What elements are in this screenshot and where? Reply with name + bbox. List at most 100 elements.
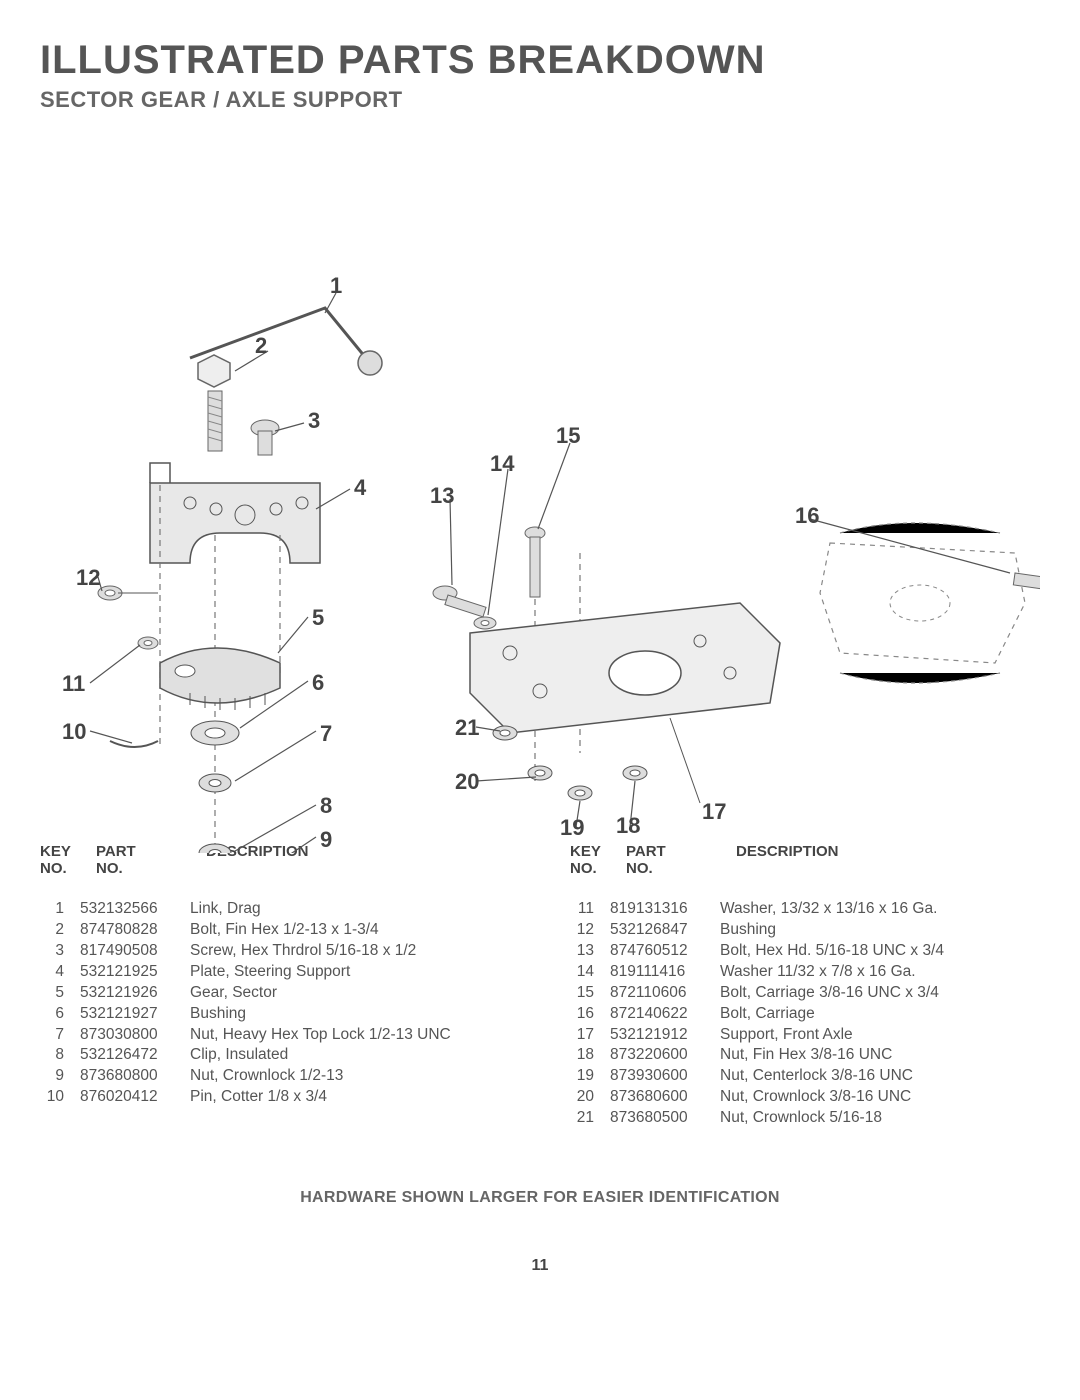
diagram-callout: 7 (320, 721, 332, 747)
parts-table-left: KEY NO. PART NO. DESCRIPTION 1532132566L… (40, 843, 510, 1129)
cell-key: 6 (40, 1004, 80, 1025)
cell-key: 10 (40, 1087, 80, 1108)
cell-key: 11 (570, 899, 610, 920)
cell-desc: Nut, Fin Hex 3/8-16 UNC (720, 1045, 1040, 1066)
diagram-callout: 4 (354, 475, 366, 501)
cell-part: 532132566 (80, 899, 190, 920)
cell-part: 873680500 (610, 1108, 720, 1129)
cell-part: 873680800 (80, 1066, 190, 1087)
cell-desc: Support, Front Axle (720, 1025, 1040, 1046)
table-row: 15872110606Bolt, Carriage 3/8-16 UNC x 3… (570, 983, 1040, 1004)
cell-key: 2 (40, 920, 80, 941)
cell-desc: Bolt, Carriage 3/8-16 UNC x 3/4 (720, 983, 1040, 1004)
cell-part: 876020412 (80, 1087, 190, 1108)
diagram-callout: 5 (312, 605, 324, 631)
diagram-callout: 12 (76, 565, 100, 591)
page-title: ILLUSTRATED PARTS BREAKDOWN (40, 38, 1040, 83)
cell-desc: Bolt, Carriage (720, 1004, 1040, 1025)
cell-desc: Nut, Crownlock 3/8-16 UNC (720, 1087, 1040, 1108)
cell-key: 15 (570, 983, 610, 1004)
cell-desc: Gear, Sector (190, 983, 510, 1004)
cell-key: 14 (570, 962, 610, 983)
cell-desc: Bolt, Fin Hex 1/2-13 x 1-3/4 (190, 920, 510, 941)
cell-part: 873220600 (610, 1045, 720, 1066)
diagram-callout: 2 (255, 333, 267, 359)
table-row: 8532126472Clip, Insulated (40, 1045, 510, 1066)
cell-desc: Washer 11/32 x 7/8 x 16 Ga. (720, 962, 1040, 983)
cell-part: 872110606 (610, 983, 720, 1004)
cell-desc: Clip, Insulated (190, 1045, 510, 1066)
cell-part: 817490508 (80, 941, 190, 962)
cell-part: 873030800 (80, 1025, 190, 1046)
diagram-callout: 20 (455, 769, 479, 795)
cell-part: 532121912 (610, 1025, 720, 1046)
cell-desc: Nut, Heavy Hex Top Lock 1/2-13 UNC (190, 1025, 510, 1046)
table-row: 16872140622Bolt, Carriage (570, 1004, 1040, 1025)
cell-desc: Link, Drag (190, 899, 510, 920)
table-row: 17532121912Support, Front Axle (570, 1025, 1040, 1046)
cell-part: 532121925 (80, 962, 190, 983)
diagram-callout: 1 (330, 273, 342, 299)
cell-key: 20 (570, 1087, 610, 1108)
diagram-svg (40, 133, 1040, 853)
cell-desc: Bolt, Hex Hd. 5/16-18 UNC x 3/4 (720, 941, 1040, 962)
cell-key: 1 (40, 899, 80, 920)
table-row: 2874780828Bolt, Fin Hex 1/2-13 x 1-3/4 (40, 920, 510, 941)
table-row: 5532121926Gear, Sector (40, 983, 510, 1004)
diagram-callout: 6 (312, 670, 324, 696)
cell-desc: Bushing (190, 1004, 510, 1025)
footer-note: HARDWARE SHOWN LARGER FOR EASIER IDENTIF… (40, 1189, 1040, 1207)
diagram-callout: 13 (430, 483, 454, 509)
cell-desc: Nut, Centerlock 3/8-16 UNC (720, 1066, 1040, 1087)
table-row: 7873030800Nut, Heavy Hex Top Lock 1/2-13… (40, 1025, 510, 1046)
diagram-callout: 19 (560, 815, 584, 841)
cell-part: 819111416 (610, 962, 720, 983)
table-row: 10876020412Pin, Cotter 1/8 x 3/4 (40, 1087, 510, 1108)
cell-desc: Washer, 13/32 x 13/16 x 16 Ga. (720, 899, 1040, 920)
cell-key: 5 (40, 983, 80, 1004)
cell-key: 13 (570, 941, 610, 962)
table-row: 19873930600Nut, Centerlock 3/8-16 UNC (570, 1066, 1040, 1087)
parts-table-right: KEY NO. PART NO. DESCRIPTION 11819131316… (570, 843, 1040, 1129)
page-subtitle: SECTOR GEAR / AXLE SUPPORT (40, 87, 1040, 113)
cell-key: 12 (570, 920, 610, 941)
diagram-callout: 21 (455, 715, 479, 741)
table-row: 6532121927Bushing (40, 1004, 510, 1025)
cell-key: 17 (570, 1025, 610, 1046)
diagram-callout: 17 (702, 799, 726, 825)
diagram-callout: 11 (62, 671, 85, 697)
cell-desc: Bushing (720, 920, 1040, 941)
table-row: 9873680800Nut, Crownlock 1/2-13 (40, 1066, 510, 1087)
cell-part: 819131316 (610, 899, 720, 920)
cell-desc: Nut, Crownlock 1/2-13 (190, 1066, 510, 1087)
cell-key: 7 (40, 1025, 80, 1046)
cell-key: 4 (40, 962, 80, 983)
diagram-callout: 9 (320, 827, 332, 853)
cell-key: 19 (570, 1066, 610, 1087)
table-row: 1532132566Link, Drag (40, 899, 510, 920)
cell-desc: Screw, Hex Thrdrol 5/16-18 x 1/2 (190, 941, 510, 962)
cell-key: 3 (40, 941, 80, 962)
cell-part: 532126847 (610, 920, 720, 941)
diagram-callout: 16 (795, 503, 819, 529)
table-row: 18873220600Nut, Fin Hex 3/8-16 UNC (570, 1045, 1040, 1066)
page-number: 11 (40, 1257, 1040, 1275)
table-row: 4532121925Plate, Steering Support (40, 962, 510, 983)
table-row: 12532126847Bushing (570, 920, 1040, 941)
diagram-callout: 8 (320, 793, 332, 819)
table-row: 3817490508Screw, Hex Thrdrol 5/16-18 x 1… (40, 941, 510, 962)
table-row: 20873680600Nut, Crownlock 3/8-16 UNC (570, 1087, 1040, 1108)
cell-part: 873680600 (610, 1087, 720, 1108)
table-row: 13874760512Bolt, Hex Hd. 5/16-18 UNC x 3… (570, 941, 1040, 962)
cell-part: 532126472 (80, 1045, 190, 1066)
cell-key: 9 (40, 1066, 80, 1087)
cell-part: 532121926 (80, 983, 190, 1004)
cell-part: 874780828 (80, 920, 190, 941)
cell-part: 874760512 (610, 941, 720, 962)
cell-part: 872140622 (610, 1004, 720, 1025)
diagram-callout: 3 (308, 408, 320, 434)
table-row: 21873680500Nut, Crownlock 5/16-18 (570, 1108, 1040, 1129)
exploded-diagram: 123456789101112131415161718192021 (40, 133, 1040, 813)
cell-part: 532121927 (80, 1004, 190, 1025)
diagram-callout: 18 (616, 813, 640, 839)
